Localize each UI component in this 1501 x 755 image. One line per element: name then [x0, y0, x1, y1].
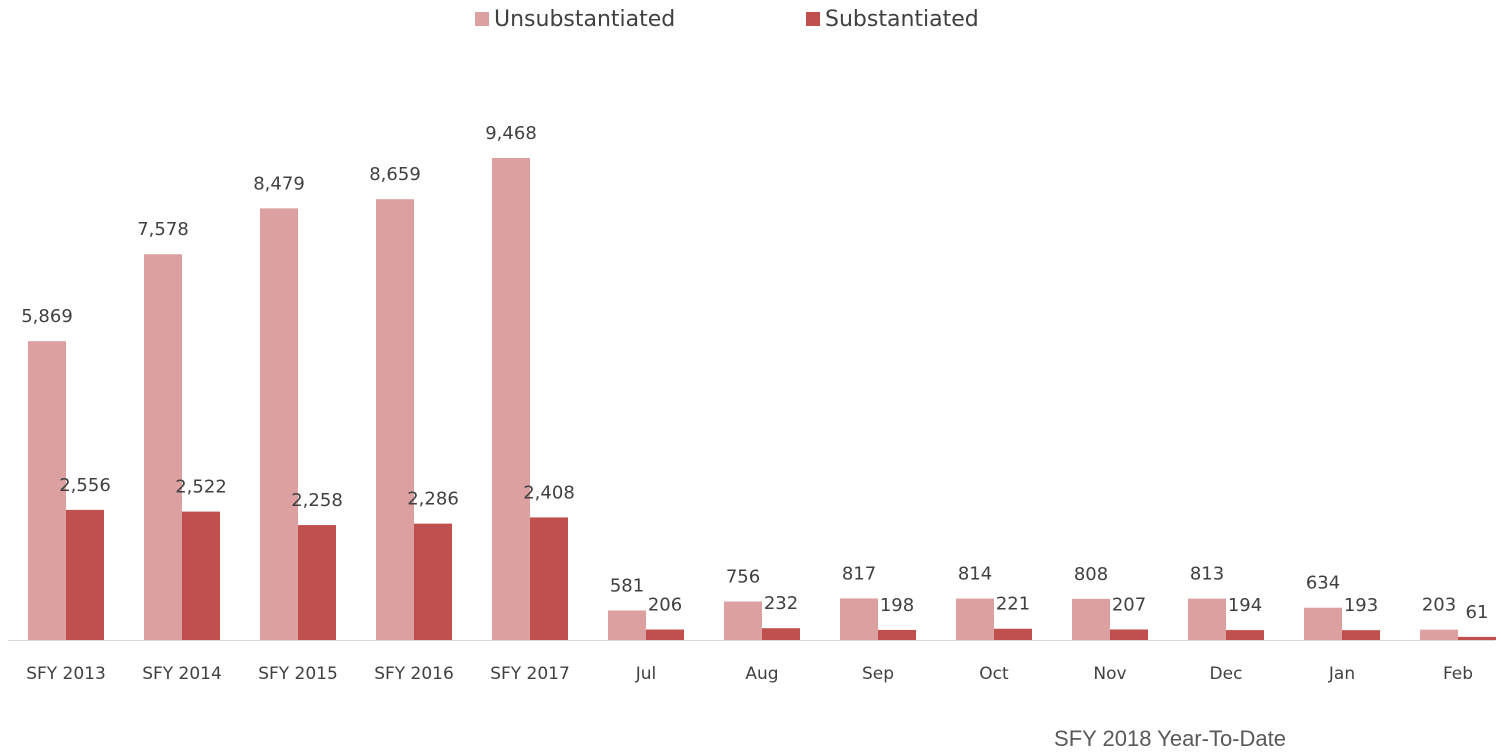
bar [492, 158, 530, 640]
data-label: 581 [610, 575, 644, 596]
bar [1304, 607, 1342, 640]
bar [762, 628, 800, 640]
bar [608, 610, 646, 640]
bar [260, 208, 298, 640]
x-tick-label: SFY 2013 [26, 664, 106, 684]
bar [1226, 630, 1264, 640]
data-label: 9,468 [485, 123, 537, 144]
data-label: 813 [1190, 564, 1224, 585]
data-label: 2,556 [59, 475, 111, 496]
bar [956, 598, 994, 640]
data-label: 814 [958, 564, 992, 585]
bar [1420, 629, 1458, 640]
x-tick-label: Jul [635, 664, 657, 684]
data-label: 2,258 [291, 490, 343, 511]
data-label: 817 [842, 563, 876, 584]
x-tick-label: Aug [745, 664, 778, 684]
annotation: SFY 2018 Year-To-Date [1054, 726, 1286, 751]
data-label: 8,659 [369, 164, 421, 185]
bar [414, 523, 452, 640]
bar [878, 629, 916, 640]
bar [994, 628, 1032, 640]
bar [298, 525, 336, 640]
legend-label: Substantiated [825, 7, 979, 32]
x-tick-label: Dec [1210, 664, 1243, 684]
x-tick-label: Feb [1443, 664, 1473, 684]
x-tick-label: SFY 2015 [258, 664, 338, 684]
x-tick-label: Jan [1328, 664, 1355, 684]
legend-label: Unsubstantiated [494, 7, 675, 32]
legend-swatch [806, 12, 820, 26]
data-label: 232 [764, 593, 798, 614]
data-label: 2,408 [523, 482, 575, 503]
data-label: 206 [648, 595, 682, 616]
data-label: 8,479 [253, 173, 305, 194]
x-tick-label: Nov [1093, 664, 1126, 684]
data-label: 207 [1112, 594, 1146, 615]
data-label: 7,578 [137, 219, 189, 240]
bar [28, 341, 66, 640]
data-label: 2,522 [175, 477, 227, 498]
data-label: 756 [726, 567, 760, 588]
bar [530, 517, 568, 640]
data-label: 5,869 [21, 306, 73, 327]
bar [724, 601, 762, 640]
data-label: 194 [1228, 595, 1262, 616]
bar [1110, 629, 1148, 640]
bar [144, 254, 182, 640]
data-label: 221 [996, 594, 1030, 615]
bar [1458, 636, 1496, 640]
data-label: 193 [1344, 595, 1378, 616]
data-label: 198 [880, 595, 914, 616]
bar [646, 629, 684, 640]
bar [840, 598, 878, 640]
data-label: 61 [1466, 602, 1489, 623]
x-tick-label: SFY 2016 [374, 664, 454, 684]
x-tick-label: SFY 2014 [142, 664, 222, 684]
data-label: 203 [1422, 595, 1456, 616]
x-tick-label: Oct [979, 664, 1009, 684]
x-tick-label: SFY 2017 [490, 664, 570, 684]
data-label: 634 [1306, 573, 1340, 594]
bar [1342, 630, 1380, 640]
data-label: 2,286 [407, 489, 459, 510]
bar [1188, 598, 1226, 640]
x-tick-label: Sep [862, 664, 894, 684]
bar [376, 199, 414, 641]
data-label: 808 [1074, 564, 1108, 585]
bar [66, 509, 104, 640]
bar [1072, 598, 1110, 640]
legend-swatch [475, 12, 489, 26]
bar [182, 511, 220, 640]
